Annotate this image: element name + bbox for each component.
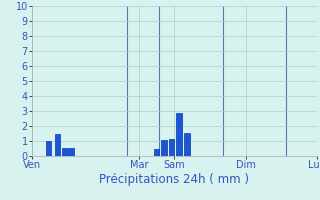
Bar xyxy=(161,140,167,156)
Bar xyxy=(169,139,174,156)
Bar xyxy=(176,112,182,156)
Bar xyxy=(154,148,159,156)
X-axis label: Précipitations 24h ( mm ): Précipitations 24h ( mm ) xyxy=(100,173,249,186)
Bar xyxy=(62,148,68,156)
Bar xyxy=(68,148,74,156)
Bar xyxy=(46,141,51,156)
Bar xyxy=(184,133,190,156)
Bar xyxy=(55,134,60,156)
